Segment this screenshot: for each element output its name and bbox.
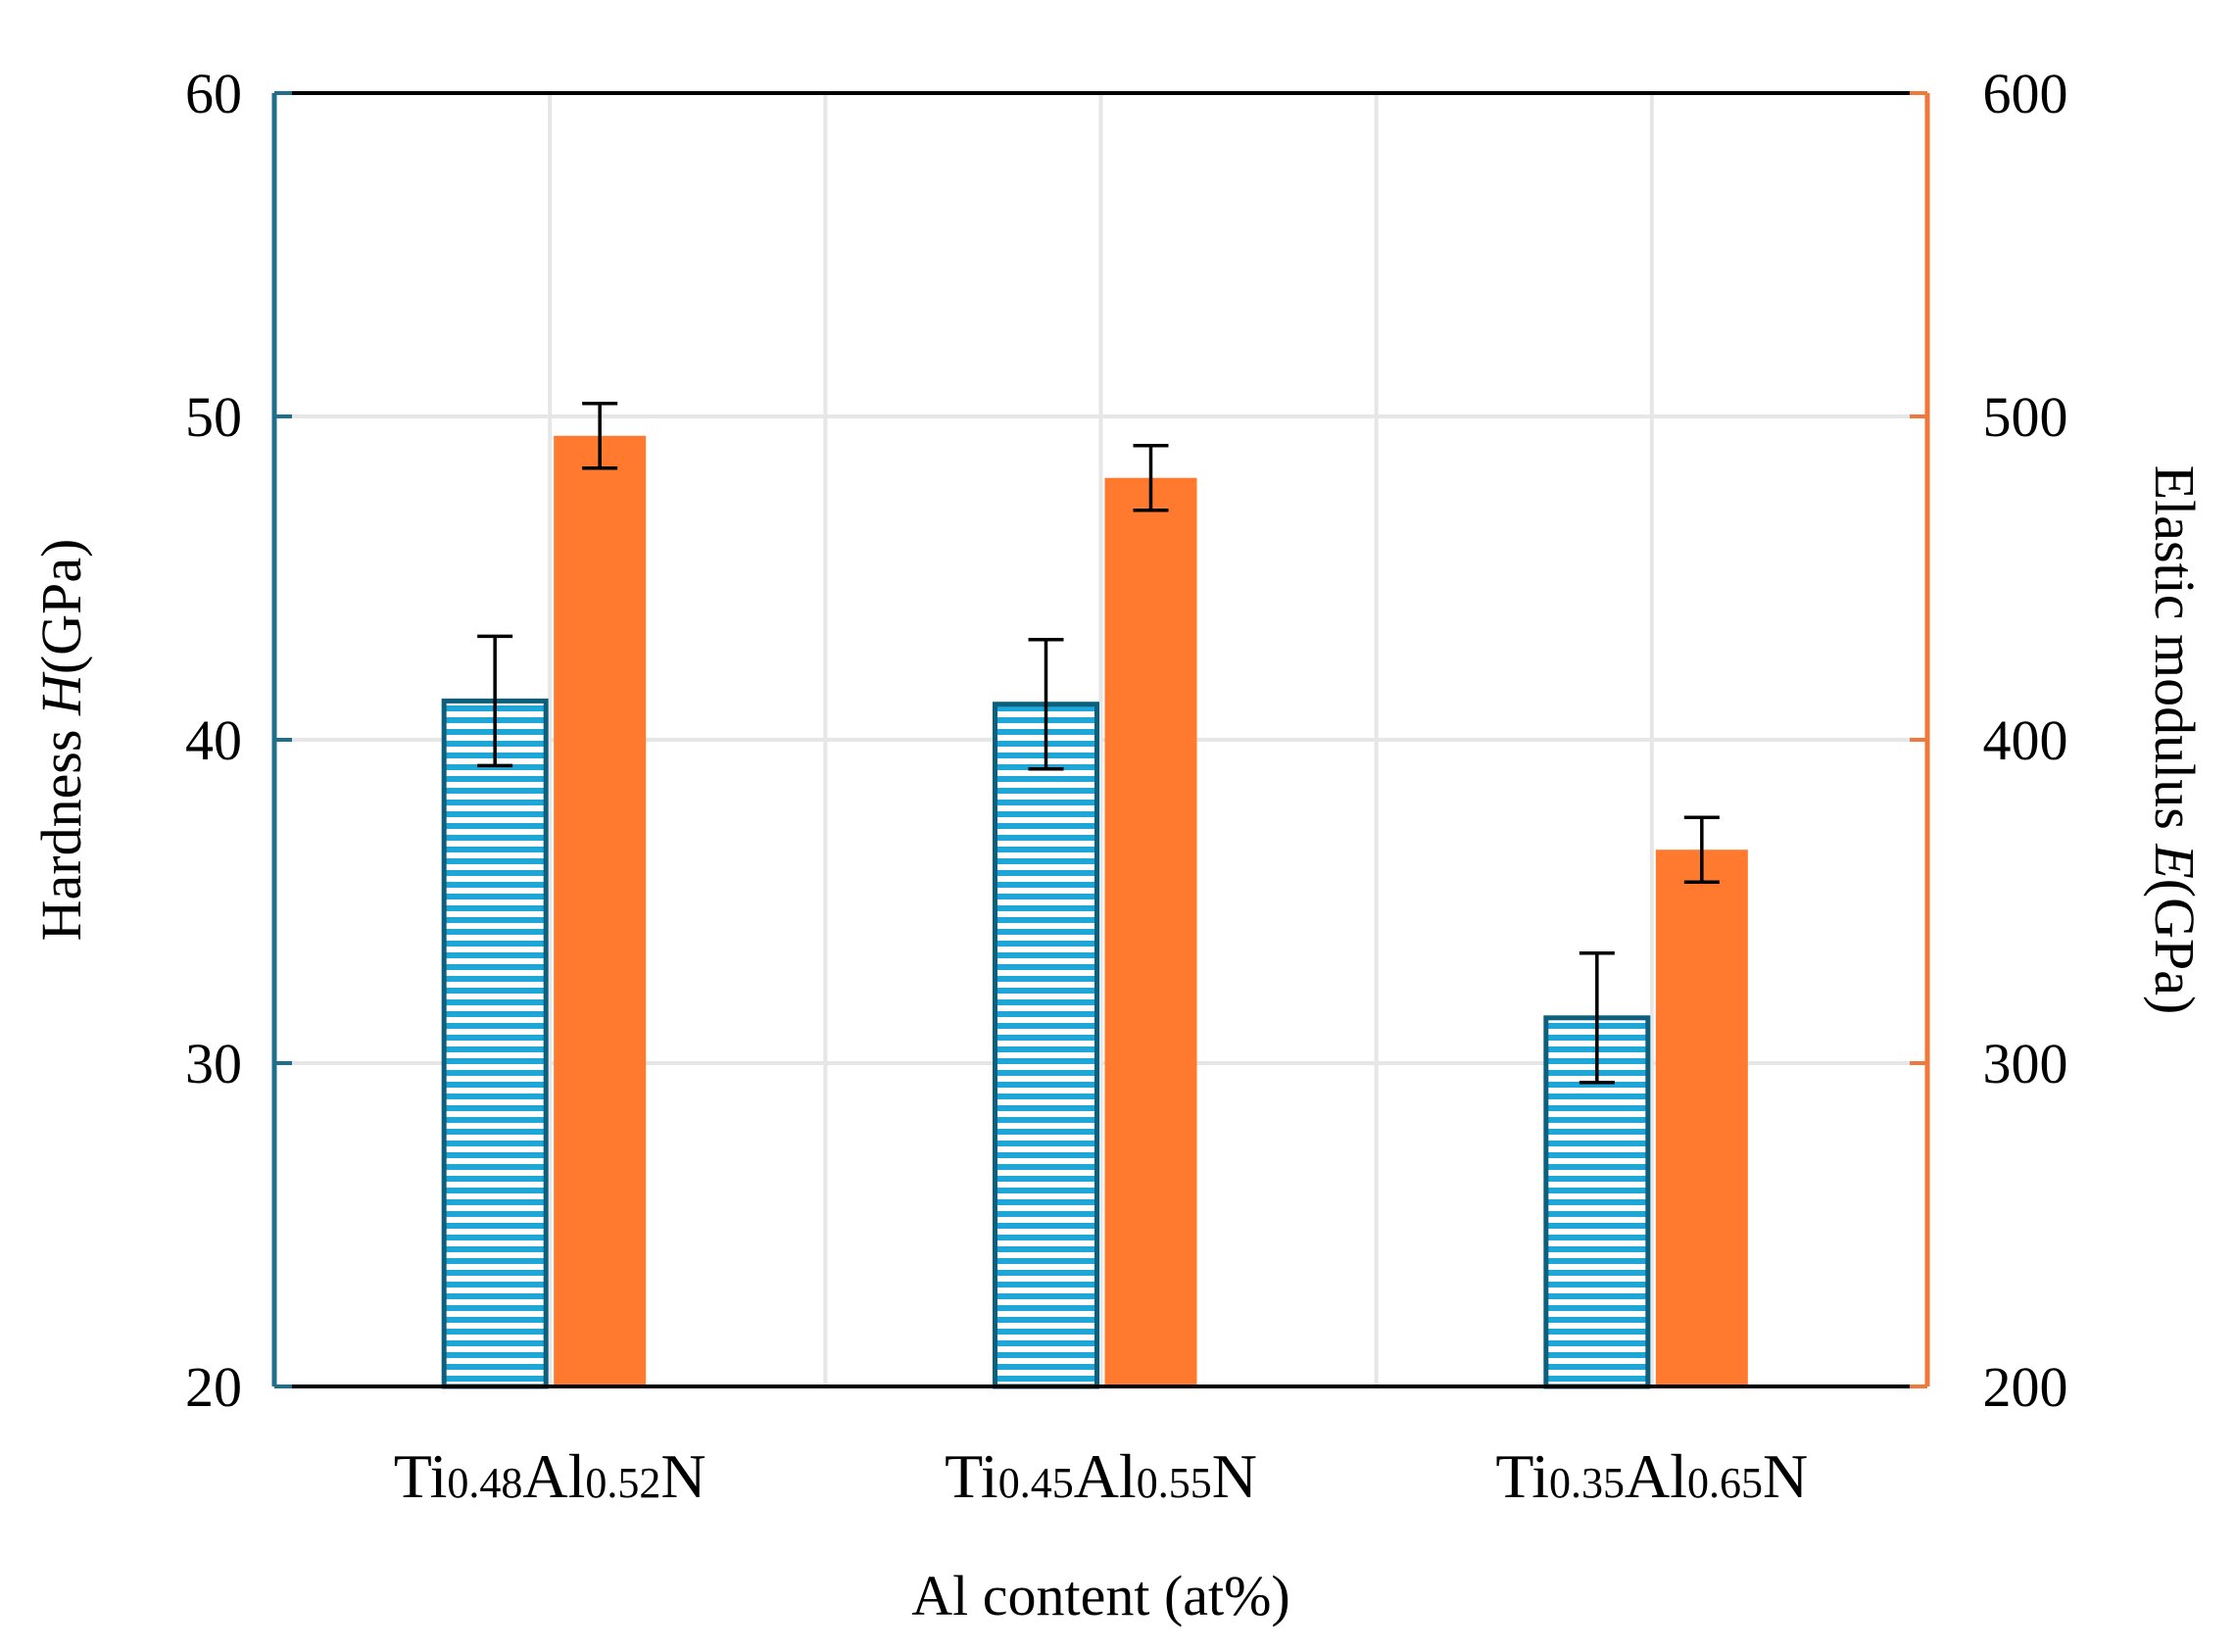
category-label: Ti0.45Al0.55N bbox=[945, 1441, 1257, 1511]
category-label: Ti0.35Al0.65N bbox=[1495, 1441, 1808, 1511]
bar-hardness bbox=[441, 698, 549, 1389]
error-bar-hardness bbox=[1579, 951, 1615, 1085]
y-axis-title-right: Elastic modulus E(GPa) bbox=[2143, 465, 2207, 1015]
y-tick-label-right: 500 bbox=[1983, 385, 2068, 449]
bar-hardness bbox=[993, 702, 1099, 1389]
y-tick-label-right: 300 bbox=[1983, 1032, 2068, 1095]
y-tick-label-left: 40 bbox=[185, 708, 242, 772]
y-tick-label-left: 30 bbox=[185, 1032, 242, 1095]
y-tick-label-right: 200 bbox=[1983, 1355, 2068, 1419]
y-tick-label-left: 60 bbox=[185, 62, 242, 125]
bar-modulus bbox=[1655, 850, 1748, 1386]
grid-lines bbox=[274, 93, 1927, 1386]
category-label: Ti0.48Al0.52N bbox=[394, 1441, 706, 1511]
x-axis-title: Al content (at%) bbox=[911, 1564, 1290, 1628]
y-tick-label-right: 600 bbox=[1983, 62, 2068, 125]
error-bar-modulus bbox=[1683, 815, 1720, 884]
error-bar-modulus bbox=[1133, 443, 1169, 512]
y-tick-label-left: 50 bbox=[185, 385, 242, 449]
axis-labels: Ti0.48Al0.52N Ti0.45Al0.55N Ti0.35Al0.65N 2… bbox=[29, 62, 2207, 1628]
error-bar-hardness bbox=[477, 634, 513, 768]
axes bbox=[271, 91, 1930, 1388]
bar-modulus bbox=[554, 435, 647, 1386]
y-tick-label-left: 20 bbox=[185, 1355, 242, 1419]
bar-series bbox=[441, 435, 1748, 1389]
error-bar-modulus bbox=[582, 402, 618, 470]
error-bar-hardness bbox=[1028, 637, 1064, 771]
y-axis-title-left: Hardness H(GPa) bbox=[29, 539, 93, 942]
y-tick-label-right: 400 bbox=[1983, 708, 2068, 772]
bar-modulus bbox=[1104, 477, 1197, 1386]
error-bars bbox=[477, 402, 1720, 1085]
